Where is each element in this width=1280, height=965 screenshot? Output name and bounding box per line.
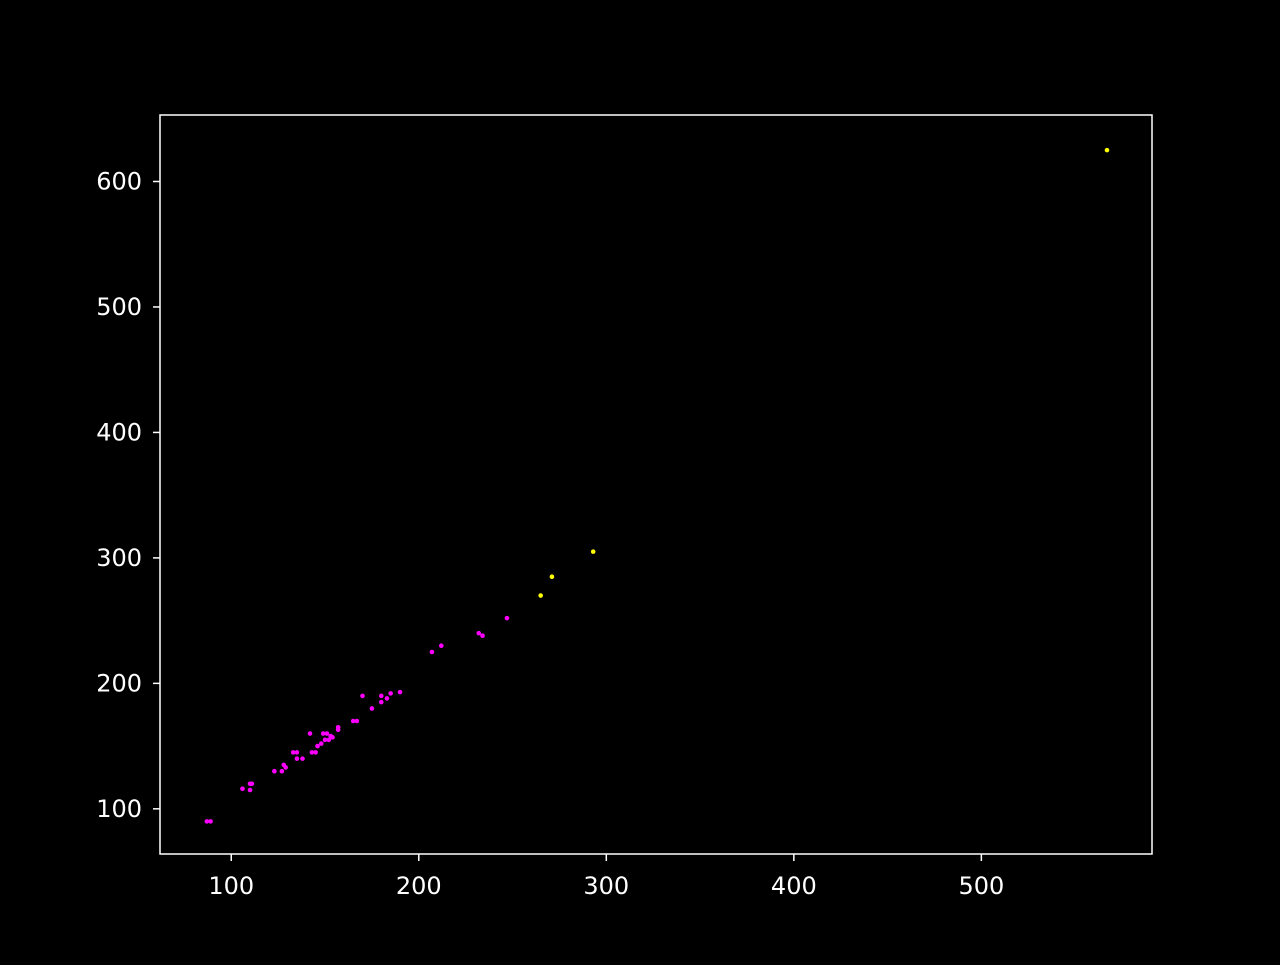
data-point: [279, 768, 285, 774]
data-point: [294, 756, 300, 761]
data-point: [504, 615, 510, 621]
data-point: [438, 643, 444, 649]
data-point: [335, 724, 341, 730]
data-point: [384, 696, 390, 701]
data-point: [388, 691, 393, 696]
data-point: [307, 731, 313, 736]
x-tick-label: 100: [208, 872, 254, 900]
data-point: [290, 750, 296, 755]
data-point: [360, 693, 365, 699]
data-point: [378, 693, 384, 699]
data-point: [354, 718, 360, 724]
y-axis-ticks: 100 200 300 400 500 600: [96, 167, 160, 823]
data-point: [350, 718, 356, 724]
y-tick-label: 600: [96, 167, 142, 195]
data-point: [476, 630, 482, 636]
y-tick-label: 300: [96, 544, 142, 572]
data-point: [247, 787, 253, 793]
data-point: [249, 781, 255, 787]
data-point: [313, 750, 318, 755]
y-tick-label: 500: [96, 293, 142, 321]
x-tick-label: 400: [771, 872, 817, 900]
data-point: [309, 750, 315, 755]
data-point: [429, 649, 435, 655]
x-tick-label: 200: [396, 872, 442, 900]
y-tick-label: 100: [96, 795, 142, 823]
data-point: [300, 756, 305, 761]
data-point: [204, 819, 210, 824]
data-point: [480, 633, 485, 638]
x-tick-label: 300: [583, 872, 629, 900]
data-point: [322, 737, 328, 743]
data-point: [538, 593, 543, 598]
data-point: [326, 737, 332, 743]
data-point: [378, 699, 384, 705]
data-point: [208, 819, 213, 824]
data-point: [272, 768, 277, 774]
x-axis-ticks: 100 200 300 400 500: [208, 854, 1004, 900]
data-point: [294, 750, 300, 755]
data-point: [330, 735, 335, 740]
data-point: [1104, 147, 1110, 153]
data-point: [318, 741, 324, 746]
plot-area-frame: [159, 114, 1153, 855]
data-point: [283, 765, 288, 770]
data-point: [324, 731, 330, 736]
x-tick-label: 500: [958, 872, 1004, 900]
data-points: [204, 147, 1110, 824]
data-point: [397, 689, 403, 695]
data-point: [590, 549, 596, 554]
data-point: [320, 731, 326, 736]
data-point: [369, 706, 375, 711]
y-tick-label: 200: [96, 669, 142, 697]
data-point: [240, 786, 245, 792]
data-point: [549, 574, 555, 580]
y-tick-label: 400: [96, 418, 142, 446]
data-point: [315, 743, 320, 749]
